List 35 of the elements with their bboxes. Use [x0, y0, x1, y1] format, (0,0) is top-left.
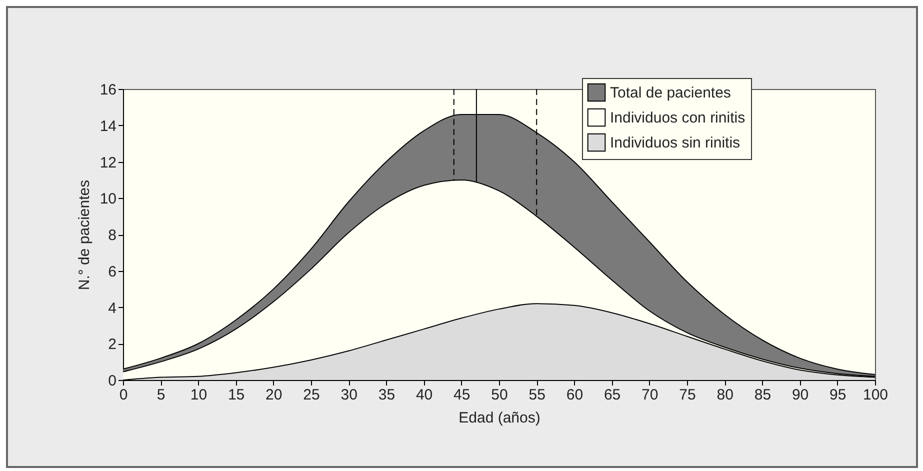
y-tick-label: 4 — [108, 300, 116, 317]
x-tick-label: 20 — [266, 386, 282, 404]
x-tick-label: 75 — [679, 386, 696, 404]
legend-label: Individuos sin rinitis — [610, 134, 740, 152]
x-tick-label: 50 — [491, 386, 508, 404]
y-tick-label: 10 — [100, 190, 116, 208]
x-tick-label: 65 — [604, 386, 621, 404]
x-tick-label: 55 — [528, 386, 546, 404]
x-tick-label: 45 — [454, 386, 470, 404]
legend-label: Total de pacientes — [610, 84, 731, 102]
x-tick-label: 60 — [566, 386, 584, 404]
x-tick-label: 100 — [862, 386, 888, 404]
x-tick-label: 15 — [228, 386, 245, 404]
x-tick-label: 80 — [716, 386, 734, 404]
y-tick-label: 14 — [100, 118, 116, 135]
x-tick-label: 0 — [119, 386, 128, 404]
x-tick-label: 25 — [303, 386, 320, 404]
x-tick-label: 10 — [190, 386, 208, 404]
y-tick-label: 16 — [100, 82, 116, 98]
legend-label: Individuos con rinitis — [610, 110, 746, 126]
y-tick-label: 6 — [108, 263, 116, 280]
y-axis-title: N.° de pacientes — [76, 180, 93, 290]
x-tick-label: 40 — [416, 386, 433, 404]
y-tick-label: 2 — [108, 336, 116, 354]
x-tick-label: 85 — [754, 386, 772, 404]
x-tick-label: 30 — [340, 386, 358, 404]
x-tick-label: 35 — [378, 386, 396, 404]
x-tick-label: 70 — [642, 386, 658, 404]
x-axis-title: Edad (años) — [458, 410, 540, 426]
x-tick-label: 90 — [792, 386, 809, 404]
y-tick-label: 12 — [100, 154, 116, 172]
y-tick-label: 0 — [108, 372, 116, 390]
y-tick-label: 8 — [108, 227, 116, 244]
x-tick-label: 5 — [156, 386, 166, 404]
x-tick-label: 95 — [830, 386, 846, 404]
